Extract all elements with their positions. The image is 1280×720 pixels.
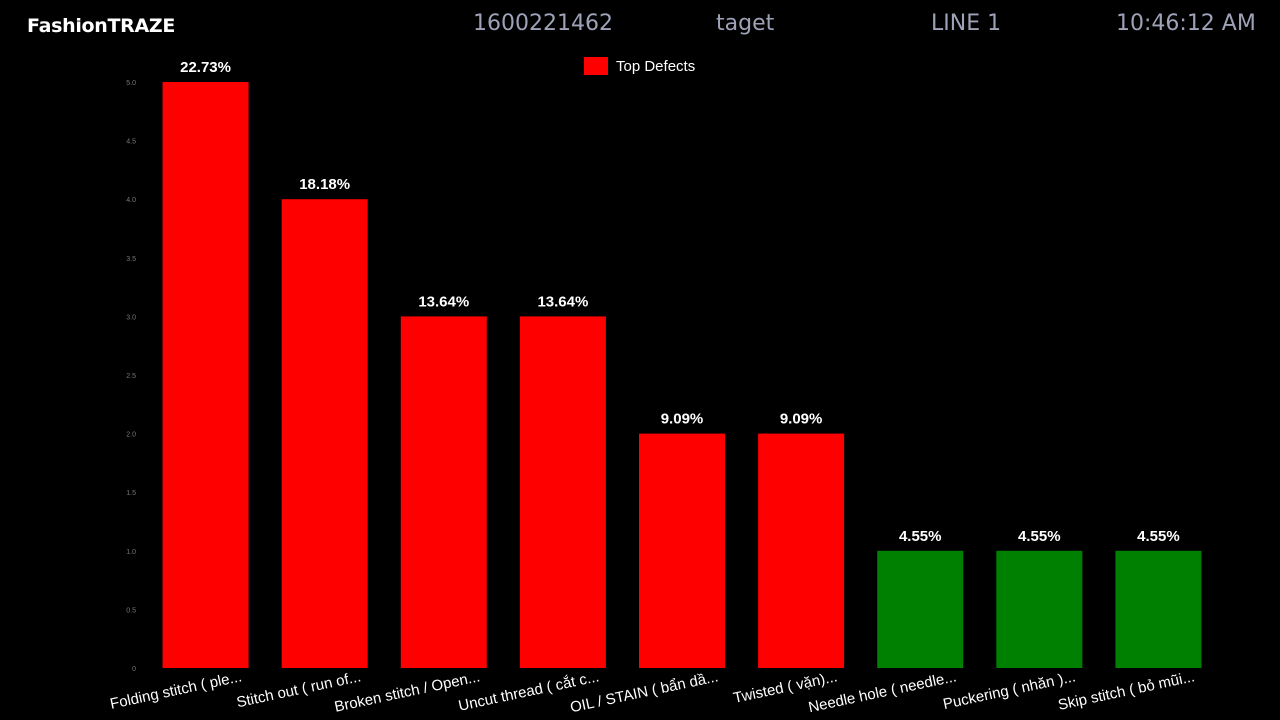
bar <box>281 199 368 668</box>
bar-value-label: 4.55% <box>899 528 942 545</box>
bar-value-label: 18.18% <box>299 176 350 193</box>
bar <box>162 82 249 668</box>
bar <box>758 433 845 668</box>
bar-value-label: 4.55% <box>1018 528 1061 545</box>
y-tick-label: 3.0 <box>126 314 136 321</box>
y-tick-label: 1.5 <box>126 490 136 497</box>
x-tick-label: Puckering ( nhăn )... <box>942 668 1078 713</box>
legend-label: Top Defects <box>616 57 696 75</box>
bar-value-label: 9.09% <box>780 411 823 428</box>
bar-value-label: 22.73% <box>180 59 231 76</box>
bar-value-label: 13.64% <box>418 293 469 310</box>
bar-value-label: 13.64% <box>537 293 588 310</box>
bar-value-label: 4.55% <box>1137 528 1180 545</box>
target-label: taget <box>716 11 775 36</box>
header-bar: FashionTRAZE 1600221462 taget LINE 1 10:… <box>0 0 1280 50</box>
order-id: 1600221462 <box>473 11 613 36</box>
bar <box>877 550 964 668</box>
line-label: LINE 1 <box>931 11 1002 36</box>
y-tick-label: 1.0 <box>126 549 136 556</box>
bar <box>519 316 606 668</box>
legend-swatch <box>584 57 608 75</box>
y-tick-label: 2.5 <box>126 373 136 380</box>
bar <box>996 550 1083 668</box>
y-tick-label: 2.0 <box>126 432 136 439</box>
x-tick-label: Skip stitch ( bỏ mũi... <box>1057 668 1197 714</box>
y-tick-label: 0 <box>132 666 136 673</box>
bar-value-label: 9.09% <box>661 411 704 428</box>
bar <box>400 316 487 668</box>
bar <box>639 433 725 668</box>
y-tick-label: 5.0 <box>126 80 136 87</box>
y-tick-label: 3.5 <box>126 256 136 263</box>
bar <box>1115 550 1202 668</box>
y-tick-label: 4.0 <box>126 197 136 204</box>
y-tick-label: 4.5 <box>126 139 136 146</box>
clock-time: 10:46:12 AM <box>1116 11 1256 36</box>
brand-logo: FashionTRAZE <box>27 15 176 37</box>
x-tick-label: Folding stitch ( ple... <box>109 668 244 713</box>
y-tick-label: 0.5 <box>126 607 136 614</box>
chart-legend[interactable]: Top Defects <box>584 56 695 76</box>
